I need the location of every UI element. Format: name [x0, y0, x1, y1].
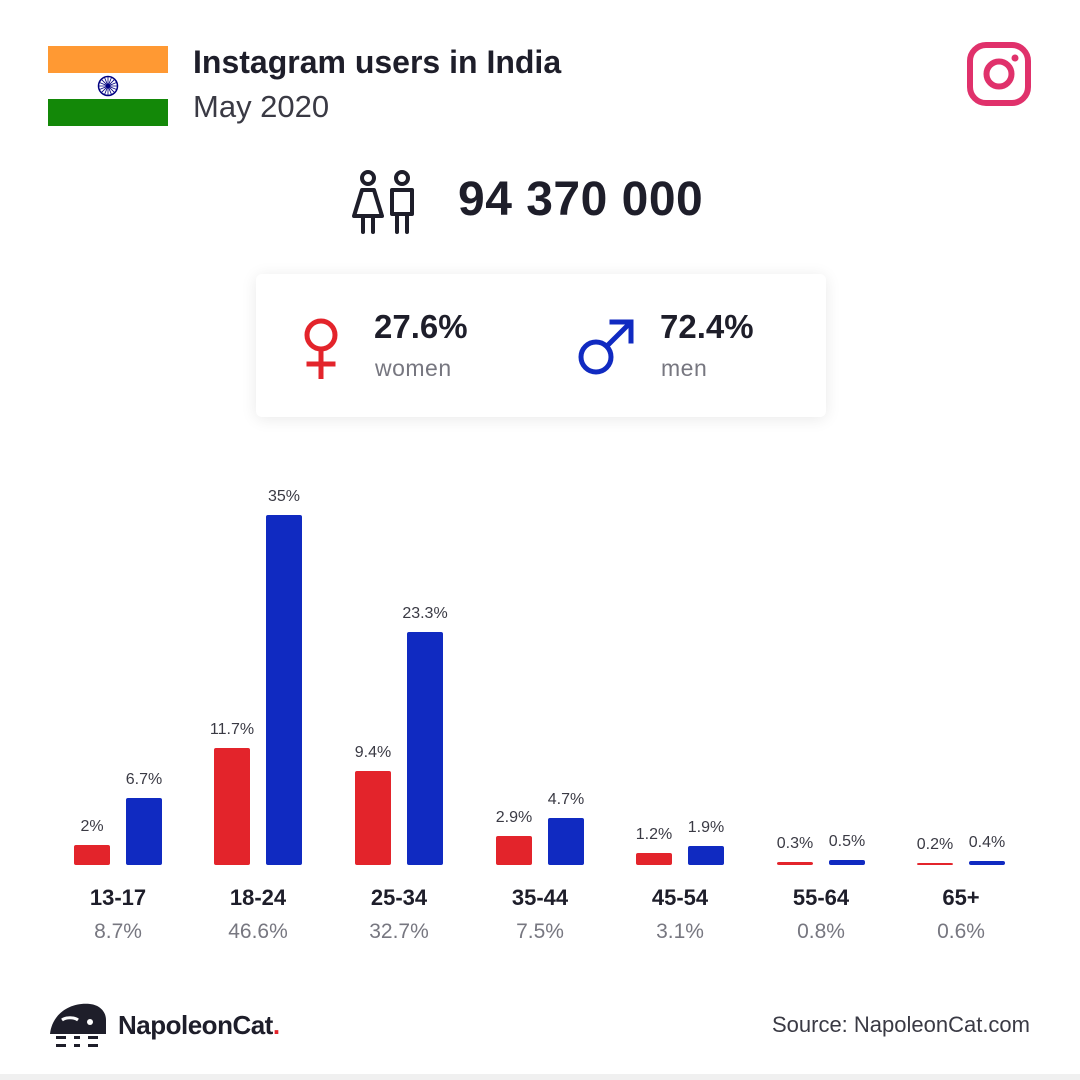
people-icon: [352, 170, 414, 234]
bar-women-18-24: [214, 748, 250, 865]
data-label-women-18-24: 11.7%: [210, 721, 254, 738]
men-percent: 72.4%: [660, 308, 754, 345]
bar-women-13-17: [74, 845, 110, 865]
data-label-men-65+: 0.4%: [969, 834, 1005, 851]
category-total-55-64: 0.8%: [797, 920, 845, 943]
bar-men-13-17: [126, 798, 162, 865]
instagram-icon: [967, 42, 1031, 106]
bar-men-55-64: [829, 860, 865, 865]
category-label-35-44: 35-44: [512, 885, 569, 910]
data-label-women-13-17: 2%: [80, 818, 103, 835]
source-credit: Source: NapoleonCat.com: [771, 1012, 1030, 1037]
gender-split-card: 27.6% women 72.4% men: [256, 274, 826, 417]
napoleoncat-logo-icon: [50, 1003, 106, 1047]
data-label-men-13-17: 6.7%: [126, 771, 162, 788]
data-label-women-55-64: 0.3%: [777, 835, 813, 852]
bar-women-55-64: [777, 862, 813, 865]
category-label-45-54: 45-54: [652, 885, 709, 910]
women-label: women: [375, 355, 452, 381]
category-label-25-34: 25-34: [371, 885, 428, 910]
bar-women-65+: [917, 863, 953, 865]
category-label-65+: 65+: [942, 885, 979, 910]
age-gender-bar-chart: 2% 6.7% 13-17 8.7% 11.7% 35% 18-24 46.6% 9.4% 23.…: [74, 488, 1005, 943]
data-label-men-25-34: 23.3%: [402, 605, 447, 622]
india-flag-icon: [48, 46, 168, 126]
category-total-18-24: 46.6%: [228, 920, 288, 943]
brand-dot: .: [272, 1010, 280, 1040]
bar-men-18-24: [266, 515, 302, 865]
data-label-women-45-54: 1.2%: [636, 826, 672, 843]
female-symbol-icon: [304, 318, 338, 379]
bar-men-45-54: [688, 846, 724, 865]
women-percent: 27.6%: [374, 308, 468, 345]
bar-women-45-54: [636, 853, 672, 865]
bar-men-65+: [969, 861, 1005, 865]
page-subtitle: May 2020: [193, 89, 330, 124]
data-label-men-18-24: 35%: [268, 488, 300, 505]
data-label-women-35-44: 2.9%: [496, 809, 532, 826]
category-total-13-17: 8.7%: [94, 920, 142, 943]
category-label-55-64: 55-64: [793, 885, 850, 910]
category-label-18-24: 18-24: [230, 885, 287, 910]
total-users-count: 94 370 000: [458, 173, 704, 226]
bar-women-25-34: [355, 771, 391, 865]
page-title: Instagram users in India: [193, 44, 562, 80]
bottom-divider: [0, 1074, 1080, 1080]
category-total-45-54: 3.1%: [656, 920, 704, 943]
data-label-men-35-44: 4.7%: [548, 791, 584, 808]
category-total-35-44: 7.5%: [516, 920, 564, 943]
category-label-13-17: 13-17: [90, 885, 146, 910]
brand-name: NapoleonCat.: [118, 1010, 280, 1041]
category-total-65+: 0.6%: [937, 920, 985, 943]
brand-name-text: NapoleonCat: [118, 1010, 273, 1040]
data-label-women-25-34: 9.4%: [355, 744, 391, 761]
category-total-25-34: 32.7%: [369, 920, 429, 943]
bar-men-25-34: [407, 632, 443, 865]
bar-men-35-44: [548, 818, 584, 865]
ashoka-chakra-icon: [97, 75, 119, 97]
bar-women-35-44: [496, 836, 532, 865]
data-label-men-45-54: 1.9%: [688, 819, 724, 836]
male-symbol-icon: [578, 319, 634, 375]
total-users: 94 370 000: [350, 168, 770, 238]
data-label-women-65+: 0.2%: [917, 836, 953, 853]
data-label-men-55-64: 0.5%: [829, 833, 865, 850]
men-label: men: [661, 355, 708, 381]
